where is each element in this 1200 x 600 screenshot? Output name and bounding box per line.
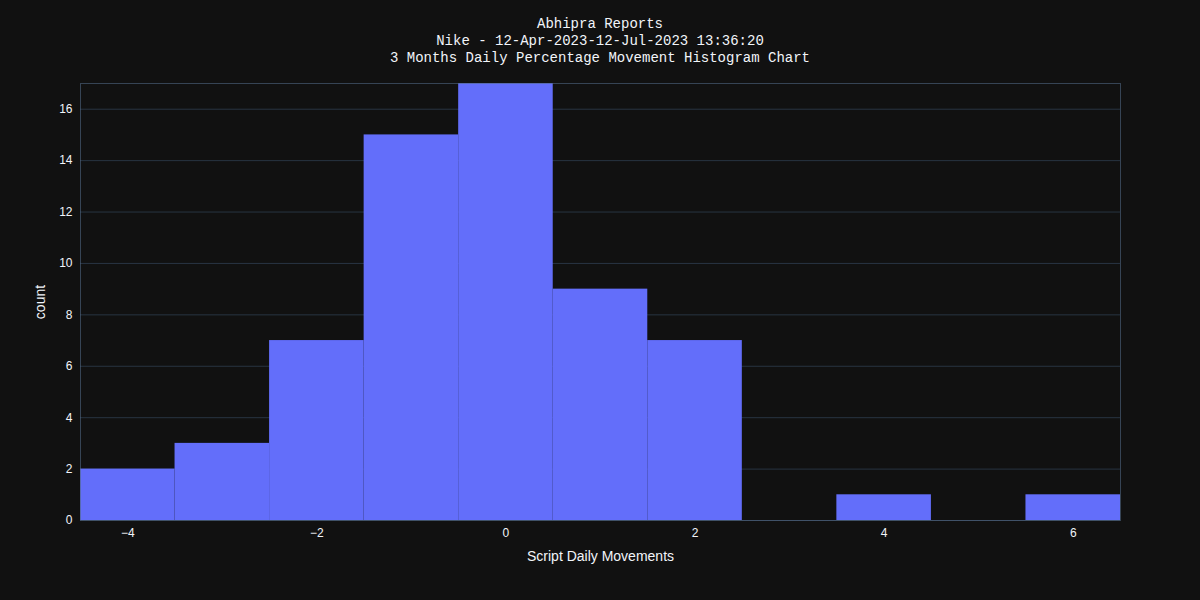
html-text:3 Months Daily Percentage Move: 3 Months Daily Percentage Movement Histo…	[390, 50, 810, 66]
svg-text:count: count	[32, 285, 48, 319]
svg-text:12: 12	[59, 205, 73, 219]
svg-text:16: 16	[59, 102, 73, 116]
svg-text:4: 4	[881, 526, 888, 540]
svg-text:2: 2	[66, 462, 73, 476]
svg-text:−2: −2	[310, 526, 324, 540]
svg-text:Script Daily Movements: Script Daily Movements	[527, 548, 674, 564]
svg-text:6: 6	[1070, 526, 1077, 540]
svg-text:0: 0	[66, 513, 73, 527]
svg-text:4: 4	[66, 411, 73, 425]
svg-text:2: 2	[692, 526, 699, 540]
svg-text:−4: −4	[121, 526, 135, 540]
svg-text:14: 14	[59, 153, 73, 167]
svg-text:6: 6	[66, 359, 73, 373]
html-text:Nike - 12-Apr-2023-12-Jul-2023: Nike - 12-Apr-2023-12-Jul-2023 13:36:20	[436, 33, 764, 49]
svg-text:10: 10	[59, 256, 73, 270]
svg-text:8: 8	[66, 308, 73, 322]
html-text:Abhipra Reports: Abhipra Reports	[537, 16, 663, 32]
svg-text:0: 0	[503, 526, 510, 540]
